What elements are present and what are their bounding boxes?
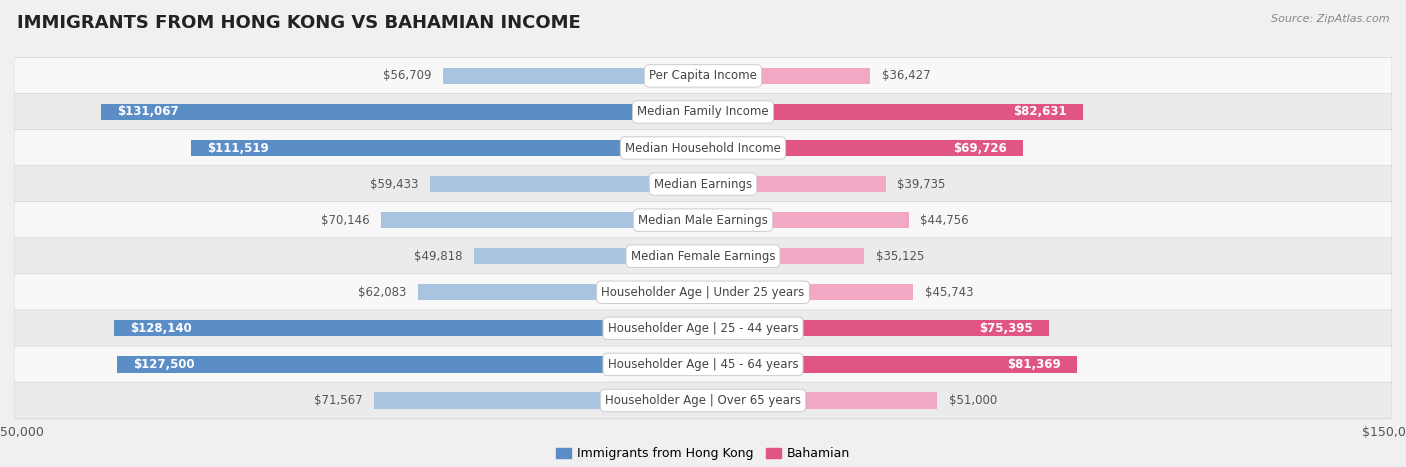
Text: Per Capita Income: Per Capita Income xyxy=(650,70,756,82)
Text: Median Family Income: Median Family Income xyxy=(637,106,769,119)
Text: $44,756: $44,756 xyxy=(920,213,969,226)
Text: Householder Age | 45 - 64 years: Householder Age | 45 - 64 years xyxy=(607,358,799,371)
Text: Householder Age | Under 25 years: Householder Age | Under 25 years xyxy=(602,286,804,299)
Text: $62,083: $62,083 xyxy=(359,286,406,299)
FancyBboxPatch shape xyxy=(14,57,1392,94)
FancyBboxPatch shape xyxy=(14,346,1392,383)
FancyBboxPatch shape xyxy=(14,130,1392,166)
Bar xyxy=(703,212,908,228)
Text: $69,726: $69,726 xyxy=(953,142,1007,155)
Bar xyxy=(703,392,938,409)
FancyBboxPatch shape xyxy=(14,93,1392,130)
Bar xyxy=(191,140,703,156)
Bar xyxy=(703,104,1083,120)
Bar xyxy=(703,140,1024,156)
FancyBboxPatch shape xyxy=(14,310,1392,347)
Text: IMMIGRANTS FROM HONG KONG VS BAHAMIAN INCOME: IMMIGRANTS FROM HONG KONG VS BAHAMIAN IN… xyxy=(17,14,581,32)
Text: Median Male Earnings: Median Male Earnings xyxy=(638,213,768,226)
Bar xyxy=(430,176,703,192)
Bar xyxy=(114,320,703,336)
Text: $71,567: $71,567 xyxy=(314,394,363,407)
Text: $127,500: $127,500 xyxy=(134,358,195,371)
FancyBboxPatch shape xyxy=(14,238,1392,275)
Text: $35,125: $35,125 xyxy=(876,250,924,263)
Text: $81,369: $81,369 xyxy=(1007,358,1060,371)
Bar xyxy=(418,284,703,300)
Bar xyxy=(374,392,703,409)
Text: $51,000: $51,000 xyxy=(949,394,997,407)
Bar xyxy=(703,356,1077,373)
FancyBboxPatch shape xyxy=(14,274,1392,311)
FancyBboxPatch shape xyxy=(14,166,1392,203)
Bar xyxy=(117,356,703,373)
Text: $111,519: $111,519 xyxy=(207,142,269,155)
Bar xyxy=(443,68,703,84)
Text: Median Female Earnings: Median Female Earnings xyxy=(631,250,775,263)
Text: $39,735: $39,735 xyxy=(897,177,945,191)
Text: $45,743: $45,743 xyxy=(925,286,973,299)
Text: $36,427: $36,427 xyxy=(882,70,931,82)
FancyBboxPatch shape xyxy=(14,382,1392,419)
Text: $56,709: $56,709 xyxy=(382,70,432,82)
Bar xyxy=(703,176,886,192)
Text: $59,433: $59,433 xyxy=(370,177,419,191)
Bar xyxy=(703,284,912,300)
Bar xyxy=(703,320,1049,336)
Bar xyxy=(381,212,703,228)
Text: $49,818: $49,818 xyxy=(415,250,463,263)
Bar xyxy=(474,248,703,264)
FancyBboxPatch shape xyxy=(14,202,1392,239)
Text: $131,067: $131,067 xyxy=(117,106,179,119)
Text: $82,631: $82,631 xyxy=(1012,106,1066,119)
Bar xyxy=(703,248,865,264)
Text: Median Household Income: Median Household Income xyxy=(626,142,780,155)
Text: Median Earnings: Median Earnings xyxy=(654,177,752,191)
Text: $70,146: $70,146 xyxy=(321,213,370,226)
Text: Householder Age | 25 - 44 years: Householder Age | 25 - 44 years xyxy=(607,322,799,335)
Text: Householder Age | Over 65 years: Householder Age | Over 65 years xyxy=(605,394,801,407)
Bar xyxy=(703,68,870,84)
Legend: Immigrants from Hong Kong, Bahamian: Immigrants from Hong Kong, Bahamian xyxy=(551,442,855,465)
Text: $128,140: $128,140 xyxy=(131,322,193,335)
Text: $75,395: $75,395 xyxy=(980,322,1033,335)
Text: Source: ZipAtlas.com: Source: ZipAtlas.com xyxy=(1271,14,1389,24)
Bar xyxy=(101,104,703,120)
